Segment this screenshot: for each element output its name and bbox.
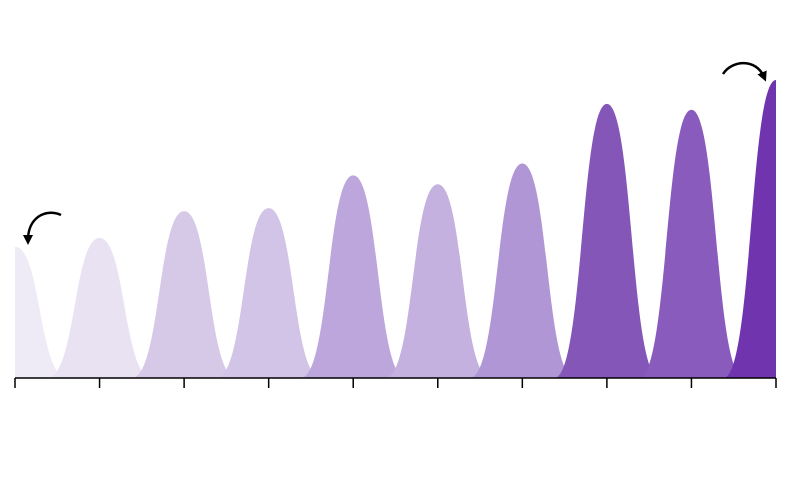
area-hump-2 [131,211,237,378]
area-hump-3 [216,208,322,378]
area-hump-0 [15,246,68,378]
start-arrow-icon [23,211,62,245]
annotation-arrows [23,61,767,245]
area-hump-4 [300,175,406,378]
area-hump-8 [639,109,744,378]
area-hump-9 [723,80,776,378]
area-hump-5 [385,184,491,378]
end-arrow-icon [721,61,767,82]
series-humps [15,80,776,378]
area-hump-7 [554,103,660,378]
x-axis [14,377,777,388]
area-hump-1 [47,237,152,378]
area-hump-6 [469,163,575,378]
